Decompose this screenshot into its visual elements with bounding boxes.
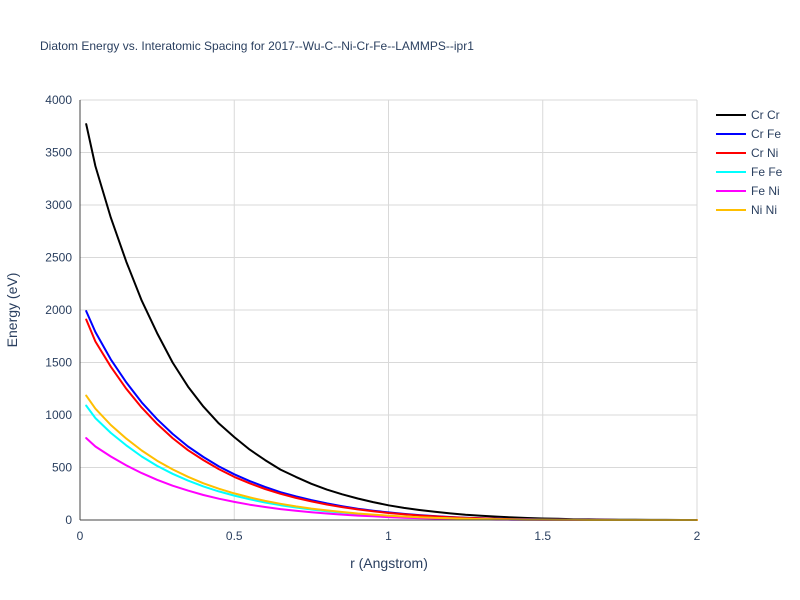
x-tick-label: 0.5 <box>226 529 243 543</box>
x-tick-label: 1.5 <box>534 529 551 543</box>
y-tick-label: 2000 <box>45 303 72 317</box>
legend-label: Cr Ni <box>751 146 778 160</box>
y-tick-label: 3500 <box>45 146 72 160</box>
y-tick-label: 500 <box>52 461 72 475</box>
legend-label: Fe Ni <box>751 184 780 198</box>
legend-item-fe-fe[interactable]: Fe Fe <box>716 165 783 179</box>
y-tick-label: 2500 <box>45 251 72 265</box>
legend-label: Cr Fe <box>751 127 781 141</box>
y-tick-label: 3000 <box>45 198 72 212</box>
legend-label: Fe Fe <box>751 165 783 179</box>
y-tick-label: 4000 <box>45 93 72 107</box>
legend[interactable]: Cr Cr Cr Fe Cr Ni Fe Fe Fe Ni Ni Ni <box>716 108 783 217</box>
legend-label: Ni Ni <box>751 203 777 217</box>
x-tick-label: 1 <box>385 529 392 543</box>
x-axis-title: r (Angstrom) <box>350 555 428 571</box>
y-tick-label: 1000 <box>45 408 72 422</box>
legend-item-cr-ni[interactable]: Cr Ni <box>716 146 778 160</box>
x-tick-label: 0 <box>77 529 84 543</box>
x-tick-label: 2 <box>694 529 701 543</box>
legend-label: Cr Cr <box>751 108 780 122</box>
grid-lines <box>80 99 698 520</box>
y-tick-label: 1500 <box>45 356 72 370</box>
y-axis-title: Energy (eV) <box>4 273 20 348</box>
chart-title: Diatom Energy vs. Interatomic Spacing fo… <box>40 39 474 53</box>
legend-item-cr-cr[interactable]: Cr Cr <box>716 108 780 122</box>
y-tick-label: 0 <box>65 513 72 527</box>
legend-item-cr-fe[interactable]: Cr Fe <box>716 127 781 141</box>
legend-item-ni-ni[interactable]: Ni Ni <box>716 203 777 217</box>
axes: 0 500 1000 1500 2000 2500 3000 3500 4000 0 0.5 1 1.5… <box>45 93 700 543</box>
legend-item-fe-ni[interactable]: Fe Ni <box>716 184 780 198</box>
